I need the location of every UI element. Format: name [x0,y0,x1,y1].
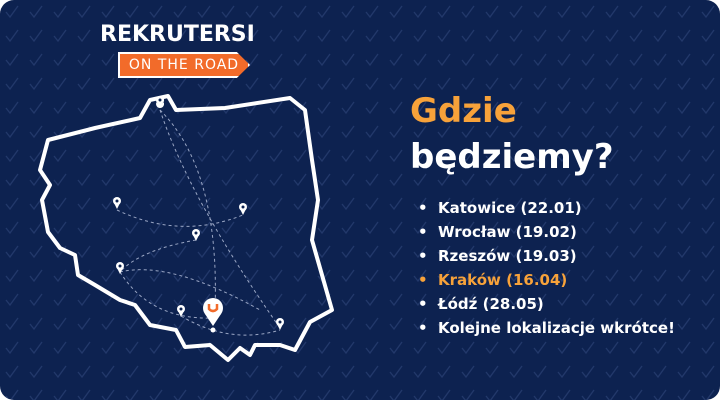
map-pin-icon [177,305,185,317]
logo: REKRUTERSI ON THE ROAD [100,22,280,82]
list-item: Katowice (22.01) [418,196,675,220]
poland-outline [38,94,334,362]
route-lines [116,109,281,336]
list-item-highlighted: Kraków (16.04) [418,268,675,292]
title-line-1: Gdzie [410,91,517,131]
map-pin-icon [116,262,124,274]
list-item: Łódź (28.05) [418,292,675,316]
logo-tagline: ON THE ROAD [118,52,250,78]
map-pins [113,96,284,333]
map-pin-icon [192,229,200,241]
map-pin-icon [276,318,284,330]
map-pin-icon [239,203,247,215]
poland-map [38,94,334,362]
map-pin-icon [113,197,121,209]
logo-brand: REKRUTERSI [100,22,255,47]
list-item: Wrocław (19.02) [418,220,675,244]
map-pin-icon-highlighted [203,298,223,333]
title-line-2: będziemy? [410,137,614,177]
page-title: Gdzie będziemy? [410,88,614,180]
locations-list: Katowice (22.01) Wrocław (19.02) Rzeszów… [418,196,675,340]
list-item: Kolejne lokalizacje wkrótce! [418,316,675,340]
list-item: Rzeszów (19.03) [418,244,675,268]
map-pin-icon [156,96,165,108]
